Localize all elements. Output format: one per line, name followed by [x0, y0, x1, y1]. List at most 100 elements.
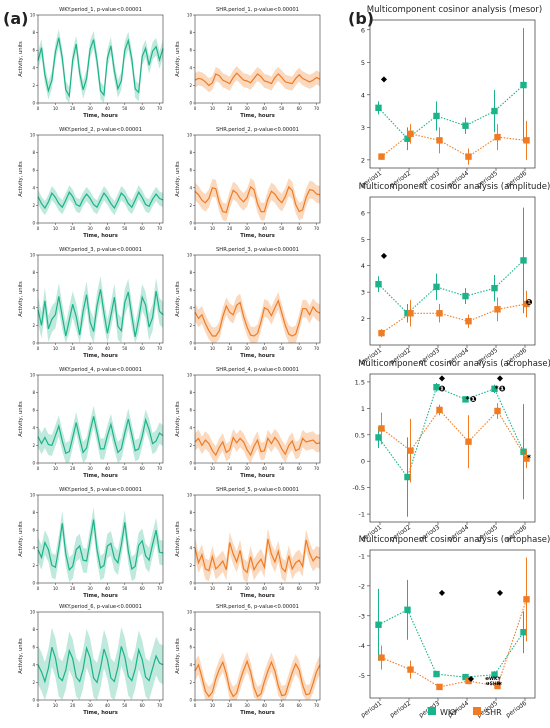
x-tick-label: 50 [122, 466, 128, 471]
panel-title: WKY.period_3, p-value<0.00001 [59, 247, 142, 253]
x-tick-label: 10 [210, 586, 216, 591]
x-tick-label: 30 [88, 703, 94, 708]
ci-band [38, 507, 163, 583]
shr-dotted-line [381, 303, 527, 334]
x-tick-label: 40 [105, 703, 111, 708]
x-tick-label: 50 [122, 703, 128, 708]
wky-point [491, 284, 498, 292]
cosinor-ortophase: Multicomponent cosinor analysis (ortopha… [359, 535, 550, 719]
x-tick-label: 40 [105, 106, 111, 111]
x-tick-label: 40 [262, 703, 268, 708]
x-tick-label: 70 [157, 703, 163, 708]
y-tick-label: 0 [32, 221, 35, 226]
x-tick-label: 50 [279, 466, 285, 471]
shr-point [436, 310, 443, 317]
ci-band [38, 627, 163, 700]
y-axis-label: Activity, units [175, 638, 181, 674]
shr-point [465, 438, 472, 445]
x-tick-label: 0 [194, 703, 197, 708]
x-tick-label: 60 [297, 226, 303, 231]
ci-band [195, 66, 320, 93]
y-tick-label: 4 [189, 662, 192, 667]
y-tick-label: -1 [359, 511, 365, 519]
x-tick-label: 20 [227, 106, 233, 111]
plot-frame [37, 611, 164, 701]
wky-dotted-line [378, 609, 524, 678]
x-tick-label: 70 [314, 346, 320, 351]
shr-point [407, 447, 414, 454]
ci-band [195, 178, 320, 222]
significance-marker: *❶ [466, 395, 477, 404]
x-tick-label: 0 [37, 346, 40, 351]
x-tick-label: 50 [279, 226, 285, 231]
ci-band [38, 276, 163, 343]
x-tick-label: 10 [210, 703, 216, 708]
y-tick-label: 8 [189, 510, 192, 515]
plot-frame [37, 374, 164, 464]
x-tick-label: 60 [297, 586, 303, 591]
plot-frame [194, 14, 321, 104]
shr-point [378, 654, 385, 661]
y-tick-label: 4 [32, 65, 35, 70]
cosinor-title: Multicomponent cosinor analysis (mesor) [367, 5, 542, 15]
y-tick-label: 3 [361, 289, 365, 297]
significance-marker: ◆ [439, 374, 446, 383]
shr-point [378, 329, 385, 337]
y-tick-label: 2 [189, 323, 192, 328]
panel-title: SHR.period_2, p-value<0.00001 [216, 127, 299, 133]
shr-point [407, 310, 414, 317]
x-tick-label: 20 [70, 703, 76, 708]
ci-band [195, 528, 320, 583]
ci-band [195, 651, 320, 700]
y-tick-label: 8 [189, 150, 192, 155]
wky-point [462, 396, 469, 403]
y-tick-label: 8 [189, 30, 192, 35]
x-tick-label: 30 [245, 586, 251, 591]
plot-frame [194, 254, 321, 344]
shr-point [523, 455, 530, 462]
x-tick-label: 10 [210, 226, 216, 231]
y-axis-label: Activity, units [18, 638, 24, 674]
cosinor-amplitude: Multicomponent cosinor analysis (amplitu… [359, 182, 550, 366]
x-tick-label: 40 [105, 586, 111, 591]
y-tick-label: 2 [32, 203, 35, 208]
y-tick-label: 4 [32, 305, 35, 310]
y-tick-label: 0 [32, 341, 35, 346]
wky-point [433, 283, 440, 291]
x-axis-label: Time, hours [83, 233, 118, 239]
ci-band [195, 292, 320, 343]
y-tick-label: 1.5 [355, 378, 365, 386]
x-tick-label: 60 [297, 466, 303, 471]
series-line [194, 72, 321, 87]
x-tick-label: 0 [194, 466, 197, 471]
panel-title: WKY.period_2, p-value<0.00001 [59, 127, 142, 133]
y-tick-label: 2 [189, 443, 192, 448]
y-tick-label: 6 [189, 528, 192, 533]
shr-point [494, 407, 501, 415]
x-tick-label: 30 [88, 106, 94, 111]
y-tick-label: 10 [187, 253, 193, 258]
plot-frame [194, 374, 321, 464]
y-tick-label: 10 [187, 610, 193, 615]
ci-band [38, 29, 163, 104]
y-axis-label: Activity, units [18, 41, 24, 77]
panel-title: WKY.period_6, p-value<0.00001 [59, 604, 142, 610]
y-tick-label: 0 [189, 698, 192, 703]
x-tick-label: 30 [245, 106, 251, 111]
y-tick-label: -0.5 [352, 484, 365, 492]
x-tick-label: 20 [70, 106, 76, 111]
y-tick-label: 0 [189, 461, 192, 466]
y-axis-label: Activity, units [18, 521, 24, 557]
x-tick-label: 0 [194, 226, 197, 231]
x-tick-label: 10 [53, 466, 59, 471]
x-tick-label: period1 [360, 700, 383, 719]
x-tick-label: 30 [245, 346, 251, 351]
panel-b-label: (b) [348, 9, 374, 28]
series-line [194, 538, 321, 574]
wky-dotted-line [378, 84, 524, 140]
y-tick-label: 0 [189, 581, 192, 586]
x-tick-label: 0 [37, 106, 40, 111]
